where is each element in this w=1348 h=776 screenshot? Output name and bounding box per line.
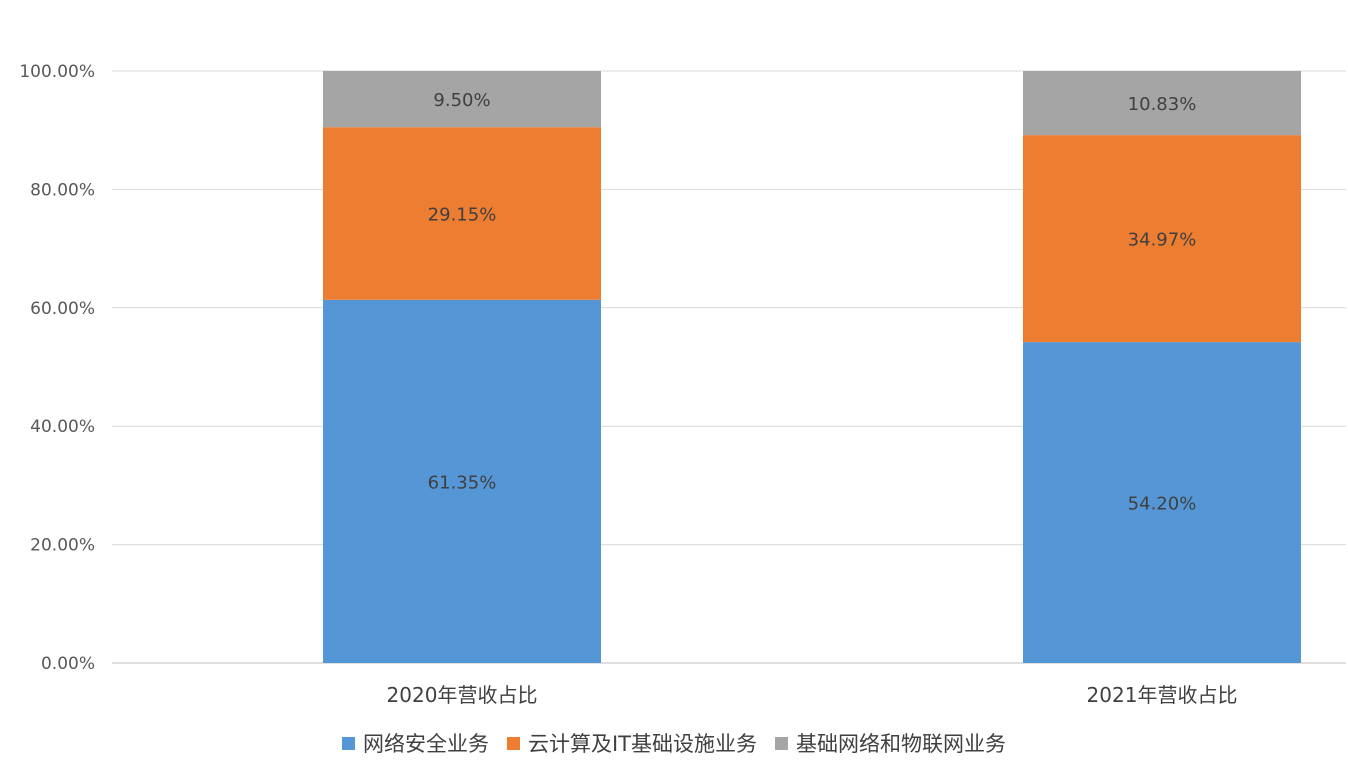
y-tick-label: 80.00% bbox=[30, 180, 95, 200]
legend: 网络安全业务 云计算及IT基础设施业务 基础网络和物联网业务 bbox=[342, 732, 1006, 756]
legend-swatch bbox=[775, 737, 788, 750]
legend-swatch bbox=[507, 737, 520, 750]
data-label: 10.83% bbox=[1128, 94, 1197, 115]
y-tick-label: 40.00% bbox=[30, 417, 95, 437]
y-tick-label: 20.00% bbox=[30, 536, 95, 556]
data-label: 29.15% bbox=[428, 205, 497, 226]
legend-label: 网络安全业务 bbox=[363, 732, 489, 756]
y-tick-label: 60.00% bbox=[30, 299, 95, 319]
legend-label: 云计算及IT基础设施业务 bbox=[528, 732, 757, 756]
legend-label: 基础网络和物联网业务 bbox=[796, 732, 1006, 756]
x-category-label: 2021年营收占比 bbox=[1087, 683, 1238, 707]
y-tick-label: 0.00% bbox=[41, 654, 95, 674]
y-axis: 0.00% 20.00% 40.00% 60.00% 80.00% 100.00% bbox=[19, 62, 95, 674]
data-label: 9.50% bbox=[433, 90, 490, 111]
data-label: 54.20% bbox=[1128, 494, 1197, 515]
data-label: 34.97% bbox=[1128, 230, 1197, 251]
x-category-label: 2020年营收占比 bbox=[387, 683, 538, 707]
y-tick-label: 100.00% bbox=[19, 62, 95, 82]
legend-item: 网络安全业务 bbox=[342, 732, 489, 756]
x-axis: 2020年营收占比 2021年营收占比 bbox=[387, 683, 1238, 707]
legend-item: 基础网络和物联网业务 bbox=[775, 732, 1006, 756]
legend-item: 云计算及IT基础设施业务 bbox=[507, 732, 757, 756]
data-label: 61.35% bbox=[428, 472, 497, 493]
bars: 61.35% 29.15% 9.50% 54.20% 34.97% 10.83% bbox=[323, 71, 1301, 663]
legend-swatch bbox=[342, 737, 355, 750]
